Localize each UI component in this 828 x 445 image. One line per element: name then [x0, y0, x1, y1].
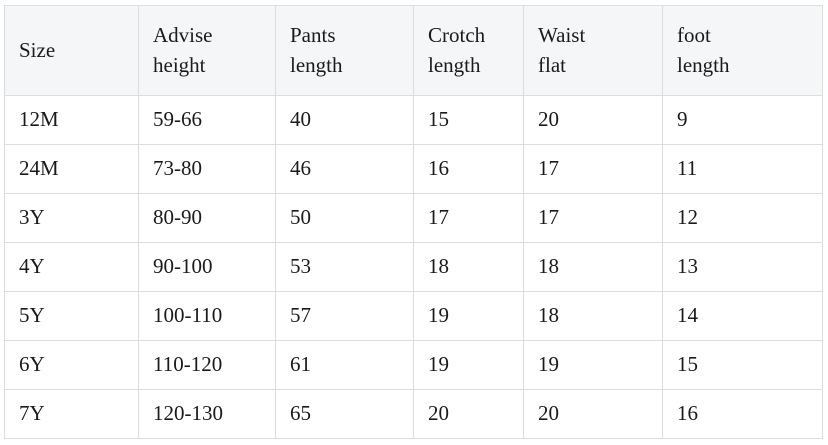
cell-size: 5Y — [4, 291, 139, 341]
column-header-label-line2: height — [153, 52, 206, 77]
cell-crotch_length: 19 — [413, 291, 524, 341]
cell-foot_length: 11 — [662, 144, 823, 194]
column-header-crotch_length: Crotch length — [413, 5, 524, 96]
cell-waist_flat: 20 — [523, 389, 663, 439]
column-header-label-line1: Waist — [538, 22, 586, 47]
table-row: 24M 73-80 46 16 17 11 — [4, 144, 823, 194]
cell-crotch_length: 19 — [413, 340, 524, 390]
cell-size: 4Y — [4, 242, 139, 292]
column-header-advise_height: Advise height — [138, 5, 276, 96]
table-row: 4Y 90-100 53 18 18 13 — [4, 242, 823, 292]
column-header-pants_length: Pants length — [275, 5, 414, 96]
cell-pants_length: 50 — [275, 193, 414, 243]
cell-foot_length: 9 — [662, 95, 823, 145]
column-header-foot_length: foot length — [662, 5, 823, 96]
cell-advise_height: 100-110 — [138, 291, 276, 341]
cell-pants_length: 53 — [275, 242, 414, 292]
cell-advise_height: 90-100 — [138, 242, 276, 292]
column-header-label-line2: flat — [538, 52, 566, 77]
column-header-label-line2: length — [290, 52, 343, 77]
table-row: 3Y 80-90 50 17 17 12 — [4, 193, 823, 243]
cell-waist_flat: 18 — [523, 242, 663, 292]
cell-crotch_length: 15 — [413, 95, 524, 145]
column-header-label-line2: length — [677, 52, 730, 77]
column-header-label-line1: Crotch — [428, 22, 486, 47]
cell-foot_length: 16 — [662, 389, 823, 439]
cell-pants_length: 46 — [275, 144, 414, 194]
column-header-size: Size — [4, 5, 139, 96]
cell-size: 6Y — [4, 340, 139, 390]
cell-crotch_length: 17 — [413, 193, 524, 243]
column-header-label-line1: foot — [677, 22, 711, 47]
cell-waist_flat: 19 — [523, 340, 663, 390]
cell-foot_length: 13 — [662, 242, 823, 292]
column-header-label-line1: Advise — [153, 22, 213, 47]
size-chart-table: Size Advise height Pants length Crotch length W… — [4, 5, 823, 439]
cell-size: 24M — [4, 144, 139, 194]
column-header-label-line2: length — [428, 52, 481, 77]
size-chart-table-container: Size Advise height Pants length Crotch length W… — [4, 5, 823, 439]
cell-foot_length: 15 — [662, 340, 823, 390]
cell-advise_height: 59-66 — [138, 95, 276, 145]
cell-advise_height: 110-120 — [138, 340, 276, 390]
cell-size: 12M — [4, 95, 139, 145]
cell-size: 3Y — [4, 193, 139, 243]
cell-pants_length: 65 — [275, 389, 414, 439]
cell-crotch_length: 16 — [413, 144, 524, 194]
cell-waist_flat: 17 — [523, 193, 663, 243]
table-row: 7Y 120-130 65 20 20 16 — [4, 389, 823, 439]
cell-foot_length: 14 — [662, 291, 823, 341]
cell-waist_flat: 17 — [523, 144, 663, 194]
column-header-label-line1: Size — [19, 37, 56, 62]
cell-advise_height: 73-80 — [138, 144, 276, 194]
cell-crotch_length: 18 — [413, 242, 524, 292]
cell-advise_height: 80-90 — [138, 193, 276, 243]
table-body: 12M 59-66 40 15 20 9 24M 73-80 46 16 17 11 3Y 80-90 50… — [4, 95, 823, 439]
column-header-label-line1: Pants — [290, 22, 336, 47]
cell-waist_flat: 18 — [523, 291, 663, 341]
cell-foot_length: 12 — [662, 193, 823, 243]
table-header: Size Advise height Pants length Crotch length W… — [4, 5, 823, 96]
table-row: 12M 59-66 40 15 20 9 — [4, 95, 823, 145]
cell-waist_flat: 20 — [523, 95, 663, 145]
table-header-row: Size Advise height Pants length Crotch length W… — [4, 5, 823, 96]
column-header-waist_flat: Waist flat — [523, 5, 663, 96]
cell-pants_length: 57 — [275, 291, 414, 341]
cell-pants_length: 61 — [275, 340, 414, 390]
table-row: 6Y 110-120 61 19 19 15 — [4, 340, 823, 390]
cell-crotch_length: 20 — [413, 389, 524, 439]
cell-size: 7Y — [4, 389, 139, 439]
cell-pants_length: 40 — [275, 95, 414, 145]
cell-advise_height: 120-130 — [138, 389, 276, 439]
table-row: 5Y 100-110 57 19 18 14 — [4, 291, 823, 341]
